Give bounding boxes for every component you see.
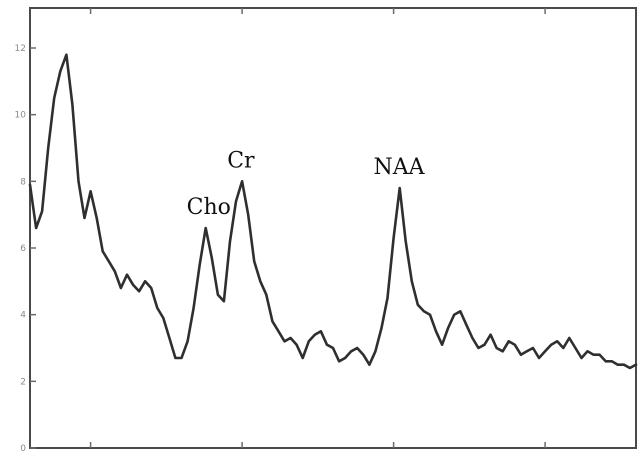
spectrum-series-line [28,53,638,370]
y-tick-label: 0 [20,444,26,454]
y-tick-label: 10 [15,111,27,121]
peak-labels: Cho Cr NAA [187,148,426,220]
plot-frame [29,7,637,449]
y-tick-label: 6 [20,244,26,254]
y-tick-label: 8 [20,177,26,187]
peak-label-naa: NAA [374,155,426,180]
x-axis [89,8,546,448]
y-tick-label: 4 [20,311,26,321]
peak-label-cho: Cho [187,195,231,220]
y-tick-label: 2 [20,377,26,387]
y-axis: 0 2 4 6 8 10 12 [15,44,36,454]
y-tick-label: 12 [15,44,26,54]
peak-label-cr: Cr [227,148,255,173]
